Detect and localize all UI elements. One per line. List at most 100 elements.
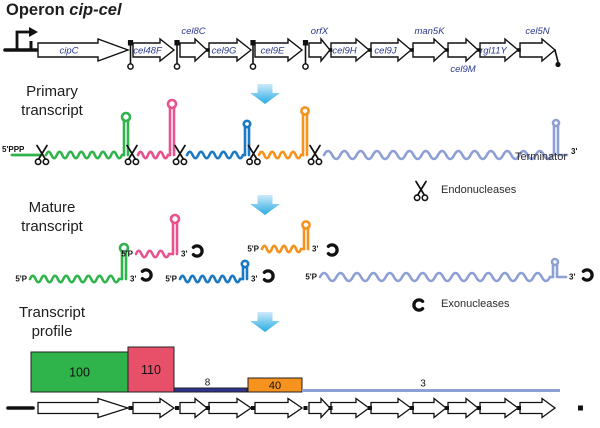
profile-gene-arrow-cel8C xyxy=(179,397,209,419)
profile-bar-100 xyxy=(30,351,129,393)
gene-arrow-cel5N xyxy=(519,37,557,63)
profile-gene-junction xyxy=(368,406,372,410)
mature-5p-label: 5'P xyxy=(121,250,133,259)
gene-junction xyxy=(445,48,449,52)
exonuclease-pacman-icon xyxy=(326,243,339,257)
gene-label-orfX: orfX xyxy=(311,26,329,37)
mature-3prime-label: 3' xyxy=(130,275,136,284)
profile-bar-value: 110 xyxy=(141,363,161,377)
profile-gene-arrow-cel9G xyxy=(208,397,253,419)
profile-gene-junction xyxy=(410,406,414,410)
profile-gene-junction xyxy=(477,406,481,410)
mature-3prime-label: 3' xyxy=(181,250,187,259)
gene-junction xyxy=(368,48,372,52)
gene-junction xyxy=(477,48,481,52)
mature-hairpin-orange xyxy=(301,220,311,251)
intergenic-hairpin-icon xyxy=(127,40,134,70)
line xyxy=(128,144,138,160)
profile-gene-arrow-rgl11Y xyxy=(479,397,520,419)
profile-bar-value: 100 xyxy=(69,366,90,380)
mature-wave-lavender xyxy=(318,271,552,283)
line xyxy=(174,144,184,160)
profile-bar-40 xyxy=(247,377,303,393)
profile-gene-arrow-cel9H xyxy=(330,397,371,419)
gene-label-cel9H: cel9H xyxy=(332,45,356,56)
exonucleases-legend-pacman-icon xyxy=(412,298,425,312)
endonuclease-cut-scissors-icon xyxy=(124,144,140,166)
mature-3prime-label: 3' xyxy=(569,273,575,282)
gene-arrow-cel9M xyxy=(447,37,480,63)
primary-wave-blue xyxy=(185,150,245,160)
gene-label-cel48F: cel48F xyxy=(133,45,163,56)
mature-wave-pink xyxy=(134,249,171,259)
endonuclease-cut-scissors-icon xyxy=(34,144,50,166)
profile-gene-junction xyxy=(128,406,133,410)
profile-gene-junction xyxy=(517,406,521,410)
mature-wave-green xyxy=(28,274,121,284)
mature-wave-orange xyxy=(260,244,303,254)
exonuclease-pacman-icon xyxy=(262,269,275,283)
primary-transcript-label: Primary transcript xyxy=(21,83,83,119)
promoter-arrowhead xyxy=(29,27,38,37)
mature-hairpin-lavender xyxy=(550,257,560,279)
profile-gene-arrow-orfX xyxy=(308,396,331,420)
gene-label-cel9J: cel9J xyxy=(374,45,396,56)
line xyxy=(311,144,321,160)
exonucleases-legend-label: Exonucleases xyxy=(441,298,510,310)
mature-hairpin-green xyxy=(118,242,130,281)
mature-5p-label: 5'P xyxy=(165,275,177,284)
endonuclease-cut-scissors-icon xyxy=(246,144,261,166)
gene-label-rgl11Y: rgl11Y xyxy=(480,45,507,56)
primary-hairpin-blue xyxy=(242,119,252,157)
gene-label-cel5N: cel5N xyxy=(525,26,549,37)
mature-5p-label: 5'P xyxy=(15,275,27,284)
gene-label-man5K: man5K xyxy=(414,26,445,37)
gene-arrow-cipC xyxy=(37,37,131,63)
profile-gene-junction xyxy=(303,406,308,410)
primary-wave-green xyxy=(44,150,124,160)
gene-label-cel8C: cel8C xyxy=(181,26,205,37)
endonucleases-legend-scissors-icon xyxy=(413,180,429,202)
profile-bar-value: 3 xyxy=(420,379,426,390)
gene-arrow-cel48F xyxy=(132,37,176,63)
profile-end-cap xyxy=(578,405,583,411)
intergenic-hairpin-icon xyxy=(249,40,257,70)
profile-bar-value: 40 xyxy=(269,380,281,392)
primary-hairpin-orange xyxy=(300,106,310,157)
gene-label-cel9G: cel9G xyxy=(212,45,237,56)
profile-gene-junction xyxy=(328,406,333,410)
profile-bar-value: 8 xyxy=(205,378,211,389)
line xyxy=(126,144,136,160)
profile-gene-junction xyxy=(445,406,449,410)
mature-hairpin-blue xyxy=(240,259,250,281)
gene-arrow-rgl11Y xyxy=(479,37,520,63)
primary-3prime-label: 3' xyxy=(571,147,577,156)
line xyxy=(309,144,319,160)
figure-title-prefix: Operon xyxy=(6,1,70,19)
primary-hairpin-green xyxy=(120,111,132,157)
gene-label-cipC: cipC xyxy=(59,45,78,56)
line xyxy=(38,144,48,160)
mature-transcript-label: Mature transcript xyxy=(21,199,83,235)
mature-3prime-label: 3' xyxy=(251,275,257,284)
profile-gene-arrow-cipC xyxy=(37,397,131,419)
profile-bar-110 xyxy=(127,346,175,393)
profile-gene-junction xyxy=(251,406,255,410)
figure-title: Operon cip-cel xyxy=(6,1,122,20)
intergenic-hairpin-icon xyxy=(302,40,309,70)
line xyxy=(36,144,46,160)
mature-5p-label: 5'P xyxy=(247,245,259,254)
gene-junction xyxy=(328,48,333,52)
operon-terminator-dot xyxy=(555,61,561,68)
primary-wave-pink xyxy=(136,150,170,160)
tss-tick xyxy=(29,41,33,50)
line xyxy=(415,180,425,196)
profile-gene-arrow-cel48F xyxy=(132,397,176,419)
line xyxy=(176,144,186,160)
gene-junction xyxy=(410,48,414,52)
gene-arrow-cel8C xyxy=(179,37,209,63)
gene-arrow-cel9J xyxy=(370,37,413,63)
exonuclease-pacman-icon xyxy=(581,268,594,282)
